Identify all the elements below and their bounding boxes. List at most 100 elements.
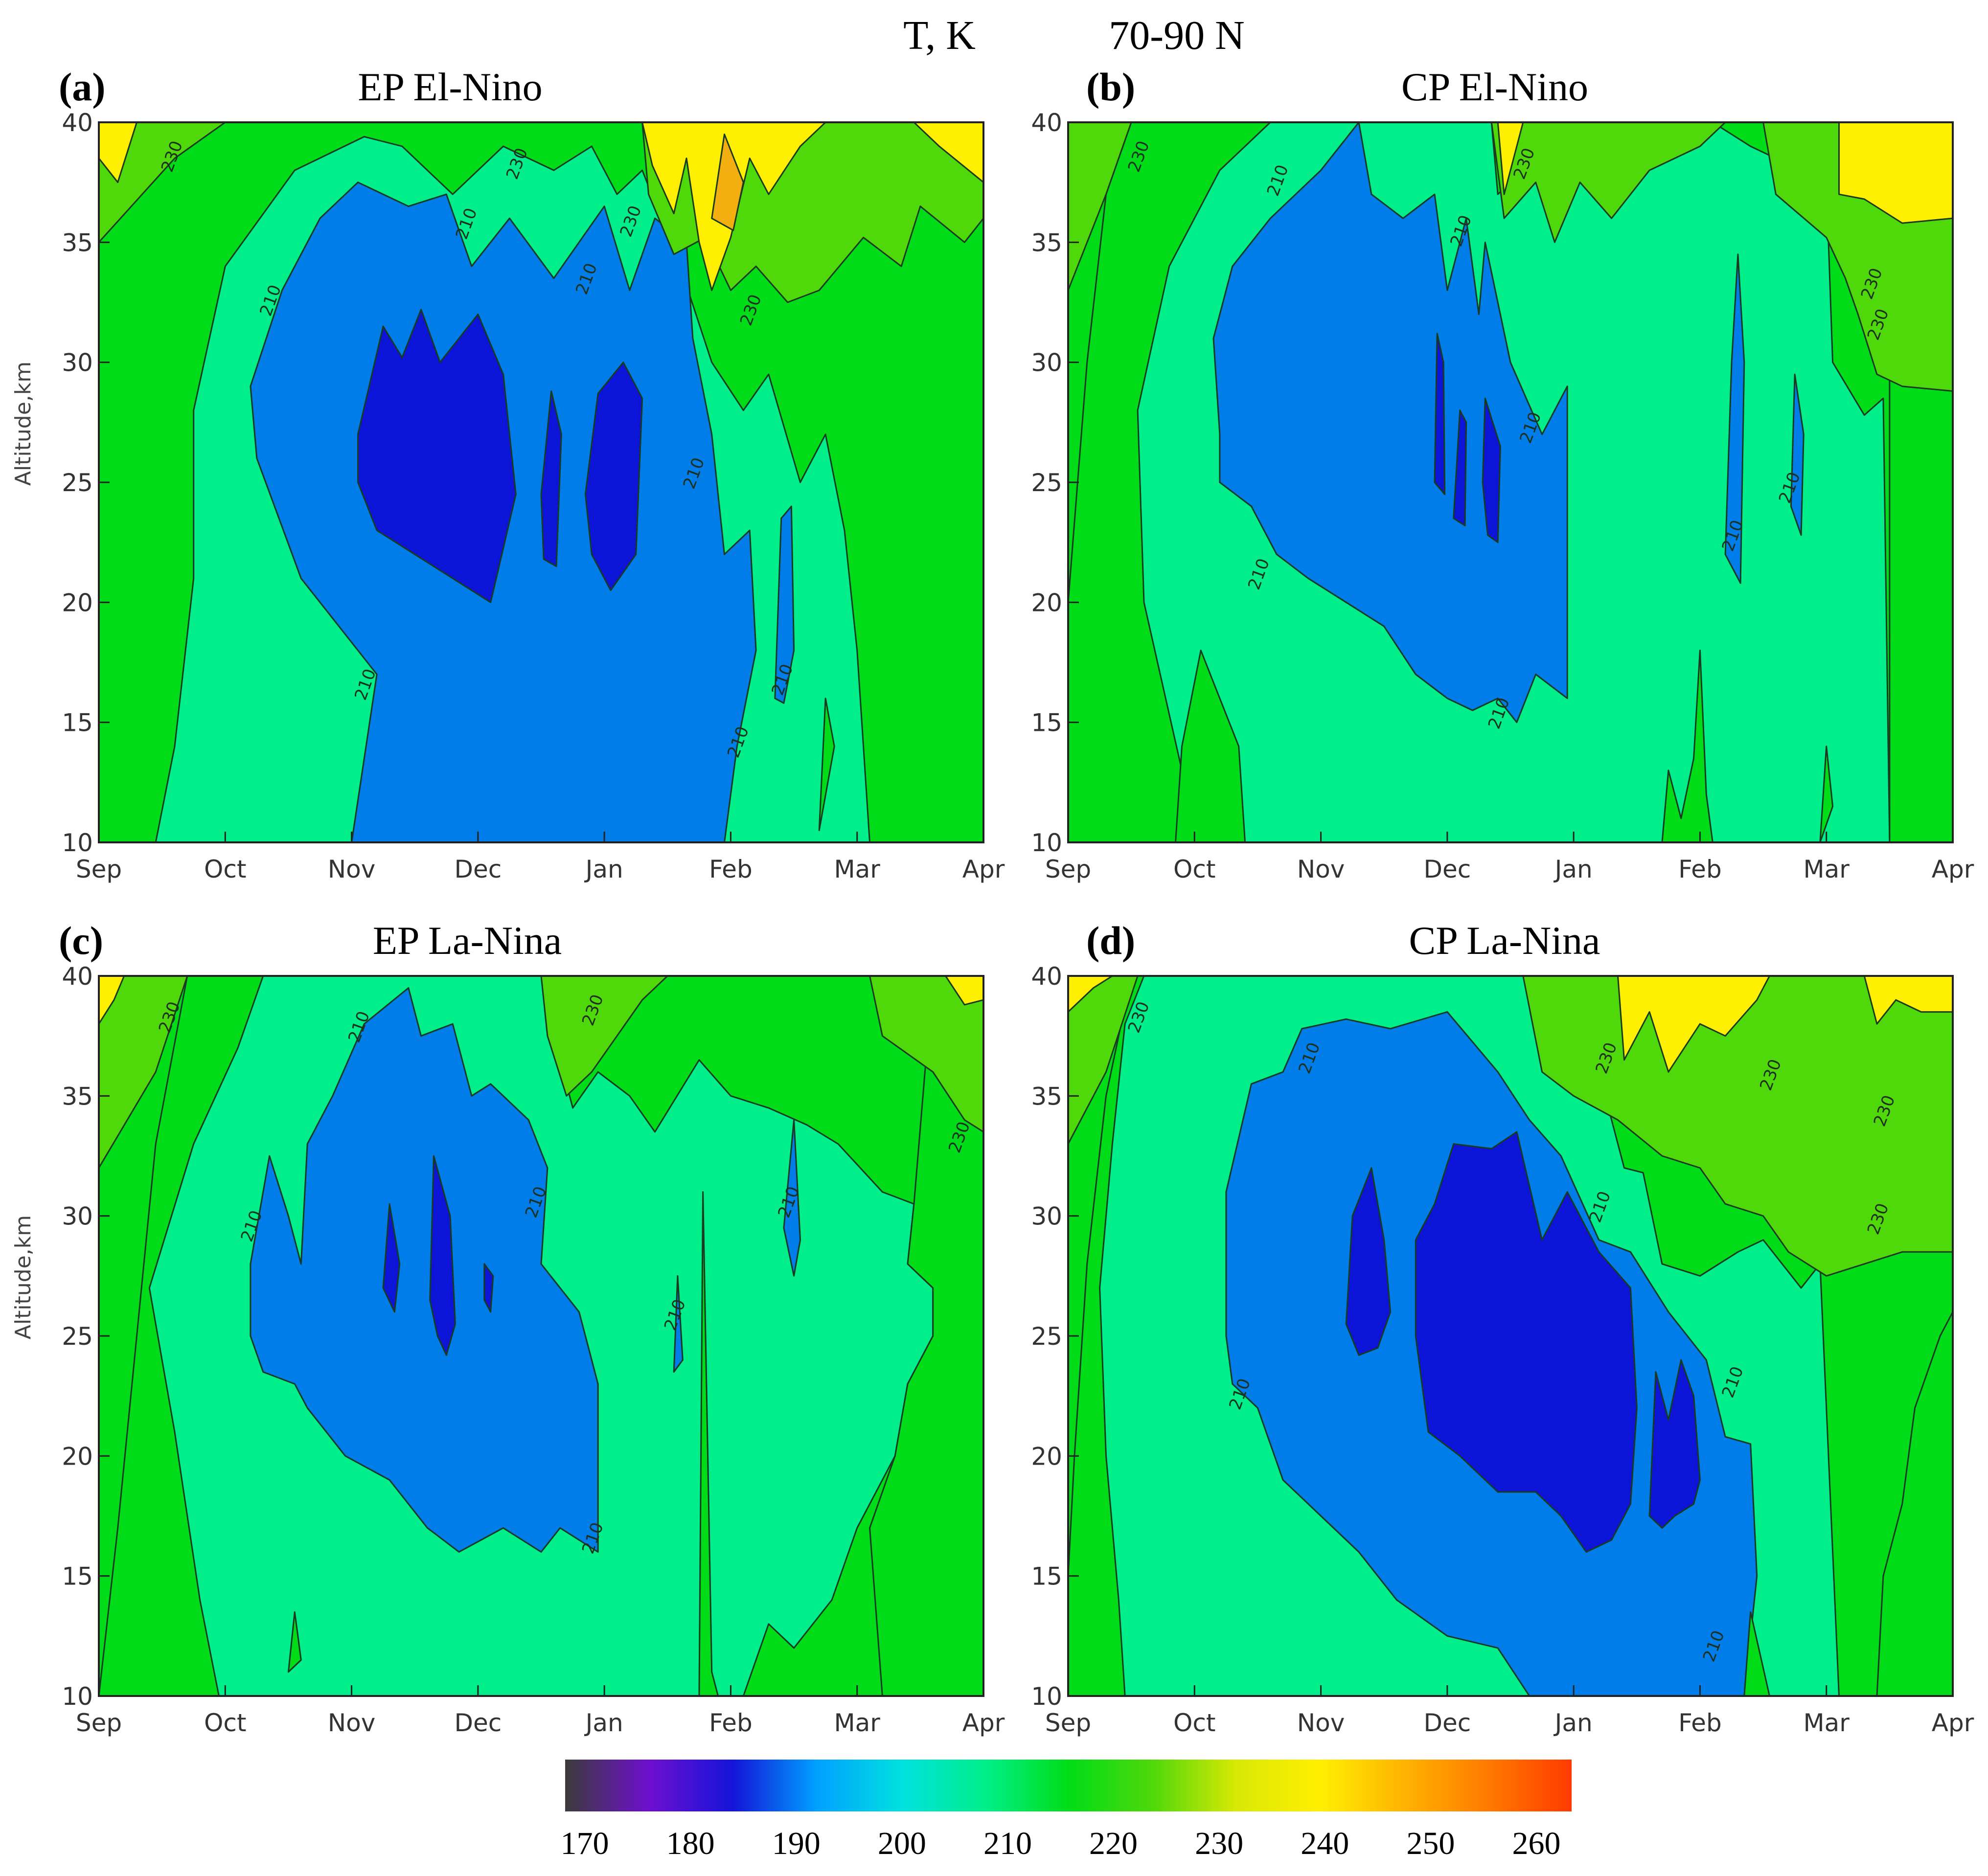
contour-region-250-260 <box>711 134 744 231</box>
x-tick-label: Nov <box>328 855 376 883</box>
x-tick-label: Apr <box>962 855 1005 883</box>
colorbar-tick-label: 260 <box>1512 1826 1561 1861</box>
y-tick-label: 15 <box>62 709 93 737</box>
contour-region-190-200 <box>1790 373 1805 536</box>
y-tick-label: 20 <box>1031 588 1062 617</box>
contour-region-180-190 <box>1648 1359 1701 1529</box>
x-tick-label: Mar <box>1804 855 1850 883</box>
x-tick-label: Sep <box>1045 855 1091 883</box>
colorbar-tick-label: 230 <box>1195 1826 1243 1861</box>
contour-region-240-250 <box>1497 122 1524 195</box>
contour-region-180-190 <box>584 362 643 591</box>
contour-region-180-190 <box>1345 1167 1392 1356</box>
x-tick-label: Mar <box>834 1709 881 1737</box>
contour-region-180-190 <box>1434 333 1446 495</box>
contour-region-180-190 <box>382 1203 401 1313</box>
x-tick-label: Oct <box>1173 1709 1215 1737</box>
y-axis-label: Altitude,km <box>11 1215 36 1339</box>
x-tick-label: Sep <box>76 1709 122 1737</box>
colorbar-tick-label: 210 <box>983 1826 1032 1861</box>
x-tick-label: Feb <box>1678 1709 1722 1737</box>
contour-region-230-240 <box>540 976 668 1097</box>
contour-region-230-240 <box>1490 122 1726 243</box>
panel-title: CP La-Nina <box>1409 918 1600 963</box>
y-tick-label: 20 <box>62 1442 93 1470</box>
contour-region-240-250 <box>1068 976 1113 1013</box>
contour-region-230-240 <box>869 976 983 1133</box>
y-tick-label: 35 <box>1031 1082 1062 1110</box>
contour-region-230-240 <box>99 122 226 243</box>
y-tick-label: 40 <box>62 109 93 137</box>
contour-region-240-250 <box>945 976 983 1006</box>
contour-region-220-230 <box>818 698 835 831</box>
contour-region-240-250 <box>1863 976 1953 1025</box>
colorbar-tick-label: 190 <box>772 1826 821 1861</box>
contour-region-220-230 <box>1819 746 1834 842</box>
x-tick-label: Jan <box>1554 855 1593 883</box>
contour-region-240-250 <box>1838 122 1953 224</box>
x-tick-label: Nov <box>1297 855 1345 883</box>
contour-region-190-200 <box>1212 122 1568 723</box>
y-tick-label: 10 <box>1031 829 1062 857</box>
contour-region-180-190 <box>1453 409 1467 526</box>
contour-region-180-190 <box>429 1155 456 1356</box>
y-tick-label: 10 <box>62 1682 93 1711</box>
colorbar-tick-label: 200 <box>878 1826 926 1861</box>
y-tick-label: 25 <box>1031 469 1062 497</box>
contour-region-240-250 <box>99 976 125 1025</box>
y-tick-label: 40 <box>62 962 93 991</box>
contour-region-180-190 <box>1482 397 1501 543</box>
contour-region-190-200 <box>774 505 795 704</box>
x-tick-label: Apr <box>1932 1709 1974 1737</box>
y-tick-label: 20 <box>62 588 93 617</box>
x-tick-label: Jan <box>1554 1709 1593 1737</box>
contour-region-240-250 <box>913 122 983 183</box>
colorbar-tick-label: 240 <box>1301 1826 1349 1861</box>
y-tick-label: 10 <box>62 829 93 857</box>
x-tick-label: Sep <box>76 855 122 883</box>
y-tick-label: 30 <box>62 349 93 377</box>
x-tick-label: Sep <box>1045 1709 1091 1737</box>
x-tick-label: Mar <box>1804 1709 1850 1737</box>
contour-region-180-190 <box>540 390 562 567</box>
panel-label: (d) <box>1086 918 1135 963</box>
x-tick-label: Mar <box>834 855 881 883</box>
panel-title: EP El-Nino <box>358 65 542 109</box>
x-tick-label: Jan <box>584 1709 623 1737</box>
x-tick-label: Oct <box>1173 855 1215 883</box>
x-tick-label: Feb <box>709 855 753 883</box>
y-tick-label: 35 <box>1031 228 1062 257</box>
y-tick-label: 35 <box>62 228 93 257</box>
contour-region-220-230 <box>698 1191 719 1696</box>
x-tick-label: Nov <box>1297 1709 1345 1737</box>
contour-region-230-240 <box>1522 976 1953 1277</box>
contour-region-180-190 <box>483 1263 494 1313</box>
x-tick-label: Oct <box>204 855 246 883</box>
y-tick-label: 25 <box>62 469 93 497</box>
x-tick-label: Dec <box>1423 855 1471 883</box>
panel-title: EP La-Nina <box>373 918 562 963</box>
contour-region-220-230 <box>1175 650 1246 842</box>
y-tick-label: 20 <box>1031 1442 1062 1470</box>
y-tick-label: 10 <box>1031 1682 1062 1711</box>
contour-region-220-230 <box>1661 650 1714 842</box>
y-tick-label: 25 <box>62 1322 93 1351</box>
contour-region-220-230 <box>99 976 188 1696</box>
y-tick-label: 40 <box>1031 962 1062 991</box>
y-tick-label: 15 <box>1031 1562 1062 1591</box>
x-tick-label: Apr <box>1932 855 1974 883</box>
contour-region-180-190 <box>357 309 517 603</box>
x-tick-label: Feb <box>1678 855 1722 883</box>
panel-label: (b) <box>1086 65 1135 109</box>
x-tick-label: Feb <box>709 1709 753 1737</box>
x-tick-label: Dec <box>1423 1709 1471 1737</box>
colorbar-gradient <box>565 1760 1572 1811</box>
contour-region-220-230 <box>869 976 983 1696</box>
x-tick-label: Oct <box>204 1709 246 1737</box>
x-tick-label: Nov <box>328 1709 376 1737</box>
contour-region-190-200 <box>250 987 599 1553</box>
contour-region-220-230 <box>1876 1311 1953 1696</box>
figure-title-variable: T, K <box>903 13 976 58</box>
